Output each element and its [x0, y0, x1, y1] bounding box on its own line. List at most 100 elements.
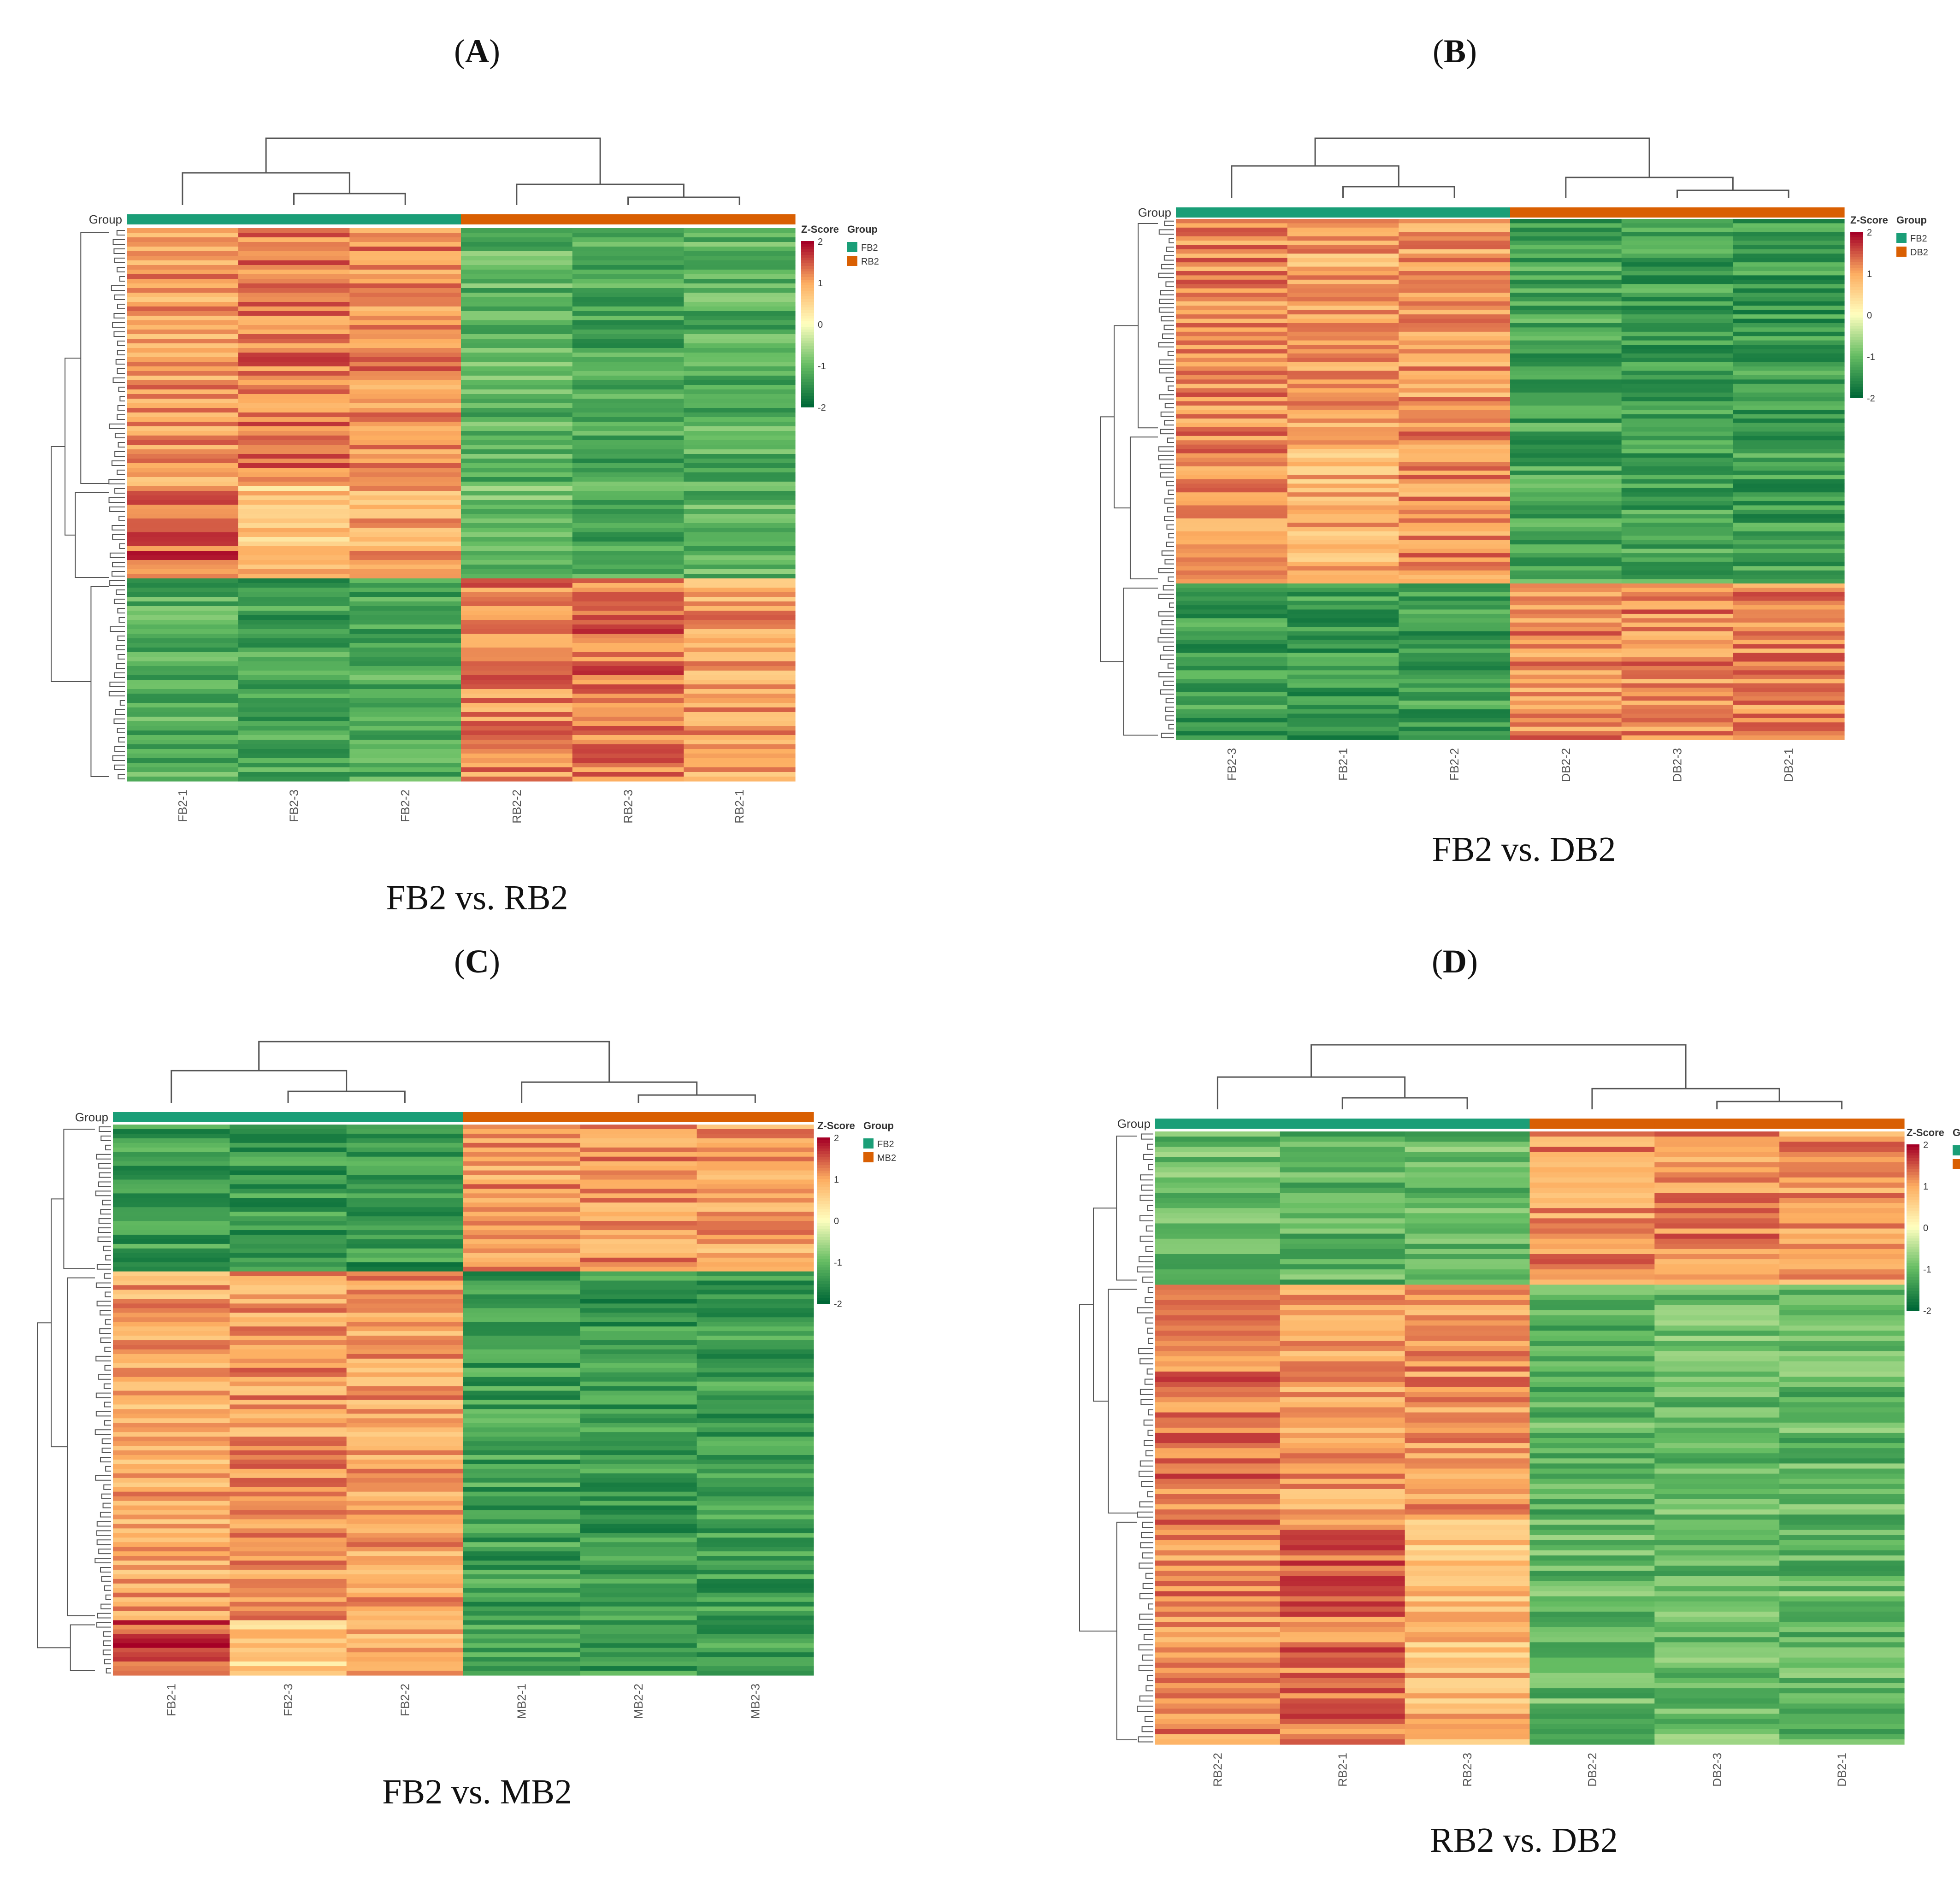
heatmap-cell [1399, 518, 1511, 523]
heatmap-cell [463, 1661, 580, 1667]
dendrogram-link [1116, 1521, 1137, 1740]
heatmap-cell [1529, 1259, 1655, 1265]
heatmap-cell [238, 601, 350, 607]
heatmap-cell [346, 1418, 464, 1423]
heatmap-cell [1621, 223, 1733, 228]
heatmap-cell [1155, 1243, 1281, 1249]
heatmap-cell [697, 1450, 814, 1455]
heatmap-cell [349, 726, 461, 731]
heatmap-cell [1155, 1315, 1281, 1321]
dendrogram-link [117, 368, 125, 374]
heatmap-cell [346, 1313, 464, 1318]
zscore-gradient-step [1907, 1208, 1919, 1211]
heatmap-cell [1155, 1131, 1281, 1137]
heatmap-cell [238, 721, 350, 726]
dendrogram-link [1147, 1337, 1153, 1344]
heatmap-cell [1733, 679, 1845, 684]
heatmap-cell [684, 477, 796, 482]
zscore-gradient-step [801, 288, 814, 291]
heatmap-cell [1287, 383, 1399, 389]
heatmap-cell [1621, 579, 1733, 584]
heatmap-cell [1176, 570, 1288, 575]
dendrogram-link [96, 1301, 111, 1307]
dendrogram-link [638, 1094, 756, 1103]
heatmap-cell [684, 740, 796, 745]
heatmap-cell [1779, 1198, 1905, 1203]
heatmap-cell [1399, 688, 1511, 693]
heatmap-cell [1779, 1223, 1905, 1229]
zscore-gradient-step [817, 1193, 830, 1196]
heatmap-cell [238, 730, 350, 736]
heatmap-cell [1287, 692, 1399, 697]
heatmap-cell [684, 620, 796, 625]
heatmap-cell [1654, 1438, 1780, 1443]
dendrogram-link [115, 709, 125, 715]
heatmap-cell [1510, 366, 1622, 371]
heatmap-cell [1280, 1203, 1405, 1208]
heatmap-cell [230, 1565, 347, 1570]
heatmap-cell [127, 260, 239, 265]
heatmap-cell [127, 440, 239, 445]
heatmap-cell [684, 601, 796, 607]
heatmap-cell [463, 1592, 580, 1598]
heatmap-cell [1176, 492, 1288, 497]
heatmap-cell [230, 1143, 347, 1148]
heatmap-cell [1510, 444, 1622, 449]
heatmap-cell [230, 1625, 347, 1630]
heatmap-cell [1287, 331, 1399, 336]
heatmap-cell [1510, 318, 1622, 324]
heatmap-cell [1176, 579, 1288, 584]
zscore-gradient-step [1850, 353, 1863, 357]
heatmap-cell [1287, 679, 1399, 684]
group-legend-label: FB2 [861, 243, 878, 253]
zscore-gradient-step [817, 1229, 830, 1232]
heatmap-cell [1621, 410, 1733, 415]
zscore-gradient-step [1907, 1202, 1919, 1206]
heatmap-cell [463, 1340, 580, 1345]
heatmap-cell [1621, 314, 1733, 319]
heatmap-cell [346, 1235, 464, 1240]
heatmap-cell [684, 316, 796, 321]
heatmap-cell [238, 431, 350, 436]
heatmap-cell [1155, 1387, 1281, 1392]
heatmap-cell [1176, 722, 1288, 727]
heatmap-cell [1510, 306, 1622, 311]
zscore-tick: 0 [818, 320, 823, 330]
heatmap-cell [1529, 1254, 1655, 1260]
heatmap-cell [1621, 392, 1733, 397]
heatmap-cell [238, 620, 350, 625]
heatmap-cell [1779, 1576, 1905, 1581]
heatmap-cell [580, 1243, 697, 1249]
dendrogram-link [112, 377, 125, 383]
heatmap-cell [1779, 1443, 1905, 1449]
heatmap-cell [572, 565, 684, 570]
heatmap-cell [580, 1354, 697, 1359]
heatmap-cell [1287, 488, 1399, 493]
heatmap-cell [1654, 1331, 1780, 1336]
heatmap-cell [230, 1372, 347, 1378]
heatmap-cell [346, 1221, 464, 1226]
heatmap-cell [113, 1354, 230, 1359]
heatmap-cell [697, 1519, 814, 1524]
heatmap-cell [1155, 1249, 1281, 1255]
heatmap-cell [1529, 1652, 1655, 1658]
heatmap-cell [1529, 1356, 1655, 1362]
heatmap-cell [349, 320, 461, 325]
heatmap-cell [1155, 1606, 1281, 1612]
heatmap-cell [1176, 297, 1288, 302]
heatmap-cell [580, 1473, 697, 1479]
heatmap-cell [1779, 1264, 1905, 1270]
heatmap-cell [1176, 701, 1288, 706]
heatmap-cell [346, 1248, 464, 1254]
heatmap-cell [1510, 379, 1622, 384]
dendrogram-link [117, 267, 125, 272]
heatmap-cell [461, 565, 573, 570]
heatmap-cell [113, 1235, 230, 1240]
heatmap-cell [461, 408, 573, 413]
heatmap-cell [1399, 696, 1511, 701]
heatmap-cell [461, 293, 573, 298]
heatmap-cell [349, 532, 461, 537]
heatmap-cell [461, 260, 573, 265]
zscore-gradient-step [1907, 1258, 1919, 1261]
heatmap-cell [1405, 1203, 1530, 1208]
